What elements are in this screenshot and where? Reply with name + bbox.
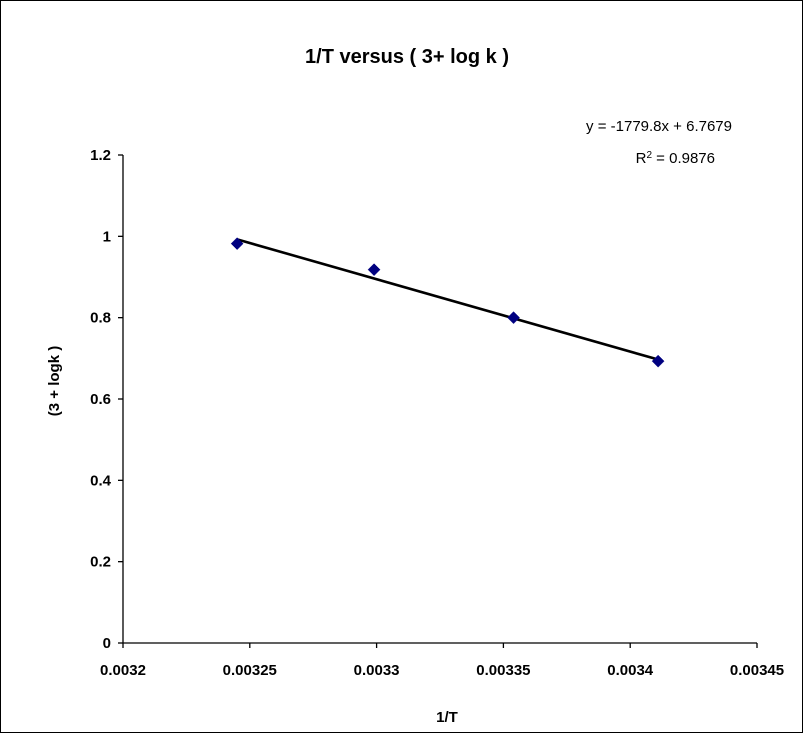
r-squared-prefix: R — [636, 150, 647, 167]
y-tick-label: 1.2 — [90, 147, 111, 164]
x-tick-label: 0.0033 — [354, 662, 400, 679]
data-points — [230, 237, 665, 368]
trendline-group — [236, 238, 659, 361]
r-squared-superscript: 2 — [646, 150, 652, 161]
x-tick-label: 0.00325 — [223, 662, 277, 679]
x-axis: 0.0032 0.00325 0.0033 0.00335 0.0034 0.00345 — [100, 642, 784, 679]
trendline — [236, 238, 659, 361]
r-squared-label: R2 = 0.9876 — [636, 150, 715, 168]
y-tick-label: 1 — [103, 228, 111, 245]
y-axis: 0 0.2 0.4 0.6 0.8 1 1.2 — [90, 147, 124, 652]
y-tick-label: 0.8 — [90, 310, 111, 327]
data-point — [367, 263, 381, 277]
x-tick-label: 0.00335 — [476, 662, 530, 679]
y-tick-label: 0.6 — [90, 391, 111, 408]
equation-label: y = -1779.8x + 6.7679 — [586, 118, 732, 135]
data-point — [507, 311, 520, 325]
x-axis-title: 1/T — [436, 709, 458, 726]
x-tick-label: 0.0034 — [607, 662, 654, 679]
trendline-equation: y = -1779.8x + 6.7679 R2 = 0.9876 — [586, 118, 732, 167]
y-tick-label: 0.4 — [90, 472, 112, 489]
y-tick-label: 0.2 — [90, 554, 111, 571]
x-tick-label: 0.0032 — [100, 662, 146, 679]
data-point — [230, 237, 244, 251]
r-squared-value: = 0.9876 — [652, 150, 715, 167]
y-axis-title: (3 + logk ) — [46, 346, 63, 416]
x-tick-label: 0.00345 — [730, 662, 784, 679]
chart-title: 1/T versus ( 3+ log k ) — [305, 46, 509, 68]
y-tick-label: 0 — [103, 635, 111, 652]
data-point — [651, 354, 665, 368]
